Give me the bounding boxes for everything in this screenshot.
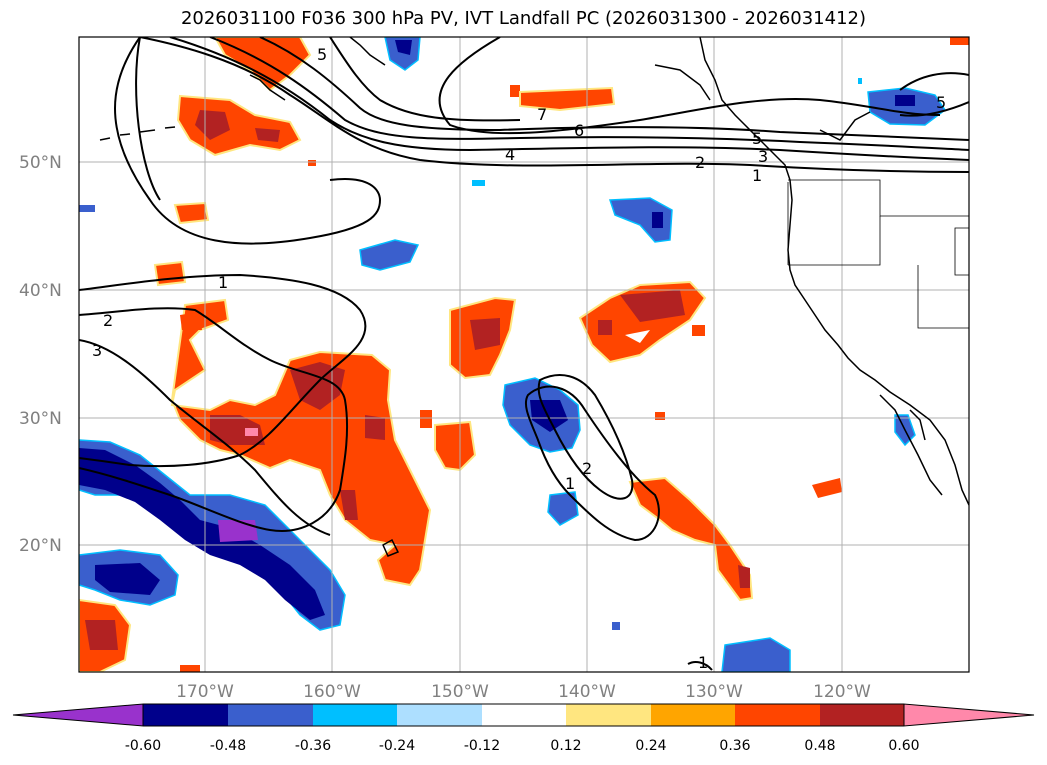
contour-label-group: 5 7 6 4 5 2 3 1 1 2 3 2 1 5 1 [92,45,946,672]
lat-label: 50°N [19,153,62,173]
colorbar-segment [651,704,735,726]
contour-label: 2 [582,459,592,478]
contour-label: 2 [695,153,705,172]
contour-label: 4 [505,145,515,164]
lat-label: 20°N [19,536,62,556]
colorbar-segment [566,704,651,726]
colorbar-tick-label: -0.24 [379,738,415,754]
contour-label: 1 [698,653,708,672]
colorbar-segment [820,704,904,726]
colorbar-segment [735,704,820,726]
lon-label: 170°W [176,682,234,702]
lat-lon-grid [79,37,969,672]
colorbar-segment [482,704,566,726]
contour-label: 2 [103,311,113,330]
colorbar-tick-label: 0.48 [804,738,835,754]
map-frame [78,36,970,673]
longitude-labels: 170°W 160°W 150°W 140°W 130°W 120°W [176,682,871,702]
colorbar-extend-min [12,703,144,727]
lon-label: 140°W [558,682,616,702]
ivt-contours [79,37,969,671]
colorbar-segment [397,704,482,726]
lon-label: 120°W [813,682,871,702]
contour-label: 6 [574,121,584,140]
map-title: 2026031100 F036 300 hPa PV, IVT Landfall… [180,8,867,29]
contour-label: 5 [752,129,762,148]
contour-label: 5 [936,93,946,112]
colorbar-tick-label: 0.24 [635,738,666,754]
contour-label: 1 [218,273,228,292]
lat-label: 40°N [19,281,62,301]
contour-label: 3 [92,341,102,360]
colorbar-tick-label: -0.48 [210,738,246,754]
state-borders [787,179,969,329]
colorbar-tick-label: -0.36 [295,738,331,754]
colorbar-tick-label: 0.12 [550,738,581,754]
colorbar-segment [143,704,228,726]
lat-label: 30°N [19,409,62,429]
colorbar: -0.60 -0.48 -0.36 -0.24 -0.12 0.12 0.24 … [12,703,1035,754]
contour-label: 7 [537,105,547,124]
colorbar-segment [228,704,313,726]
contour-label: 5 [317,45,327,64]
lon-label: 150°W [431,682,489,702]
colorbar-extend-max [903,703,1035,727]
contour-label: 1 [565,474,575,493]
colorbar-tick-label: 0.36 [719,738,750,754]
colorbar-segment [313,704,397,726]
colorbar-tick-label: -0.60 [125,738,161,754]
latitude-labels: 50°N 40°N 30°N 20°N [19,153,62,556]
contour-label: 1 [752,166,762,185]
colorbar-tick-label: -0.12 [464,738,500,754]
lon-label: 130°W [685,682,743,702]
contour-label: 3 [758,147,768,166]
map-plot-area: 5 7 6 4 5 2 3 1 1 2 3 2 1 5 1 [79,37,969,672]
colorbar-tick-label: 0.60 [888,738,919,754]
lon-label: 160°W [303,682,361,702]
